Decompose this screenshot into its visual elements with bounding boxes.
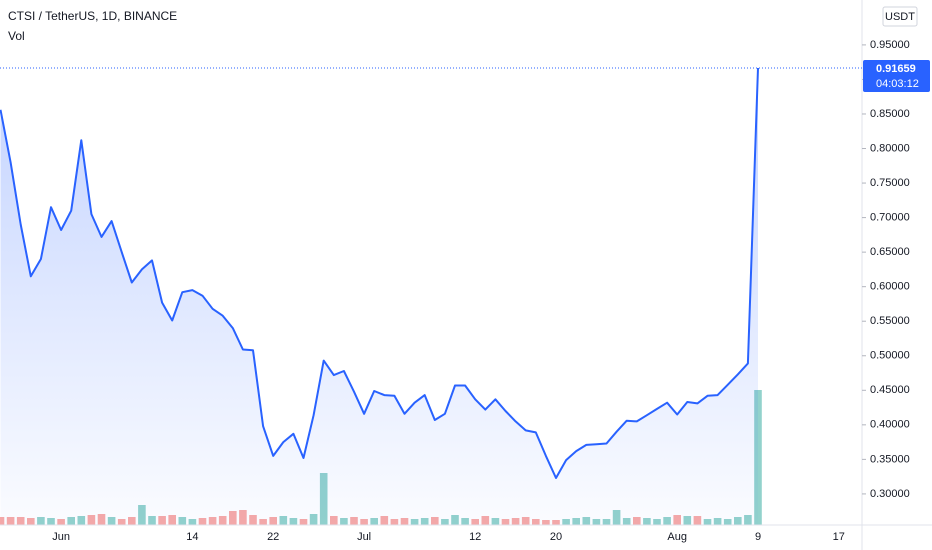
- y-tick-label: 0.70000: [870, 212, 910, 224]
- y-tick-label: 0.80000: [870, 142, 910, 154]
- volume-label: Vol: [8, 29, 25, 43]
- y-tick-label: 0.60000: [870, 281, 910, 293]
- y-tick-label: 0.30000: [870, 488, 910, 500]
- y-tick-label: 0.75000: [870, 177, 910, 189]
- y-tick-label: 0.50000: [870, 350, 910, 362]
- price-tag: [863, 59, 930, 92]
- x-tick-label: Jul: [357, 531, 371, 543]
- x-tick-label: 20: [550, 531, 562, 543]
- y-tick-label: 0.55000: [870, 315, 910, 327]
- currency: USDT: [885, 11, 915, 23]
- x-tick-label: 9: [755, 531, 761, 543]
- area-fill: [0, 68, 758, 525]
- currency-box[interactable]: [882, 6, 918, 27]
- x-tick-label: 12: [469, 531, 481, 543]
- y-tick-label: 0.35000: [870, 453, 910, 465]
- countdown: 04:03:12: [876, 78, 919, 90]
- y-tick-label: 0.85000: [870, 108, 910, 120]
- y-tick-label: 0.95000: [870, 39, 910, 51]
- x-tick-label: 22: [267, 531, 279, 543]
- x-tick-label: Jun: [52, 531, 70, 543]
- x-tick-label: 17: [833, 531, 845, 543]
- price-line: [0, 67, 759, 479]
- last-price: 0.91659: [876, 63, 916, 75]
- y-tick-label: 0.40000: [870, 419, 910, 431]
- y-tick-label: 0.45000: [870, 384, 910, 396]
- x-tick-label: Aug: [667, 531, 687, 543]
- y-tick-label: 0.65000: [870, 246, 910, 258]
- chart-title: CTSI / TetherUS, 1D, BINANCE: [8, 9, 177, 23]
- x-tick-label: 14: [186, 531, 198, 543]
